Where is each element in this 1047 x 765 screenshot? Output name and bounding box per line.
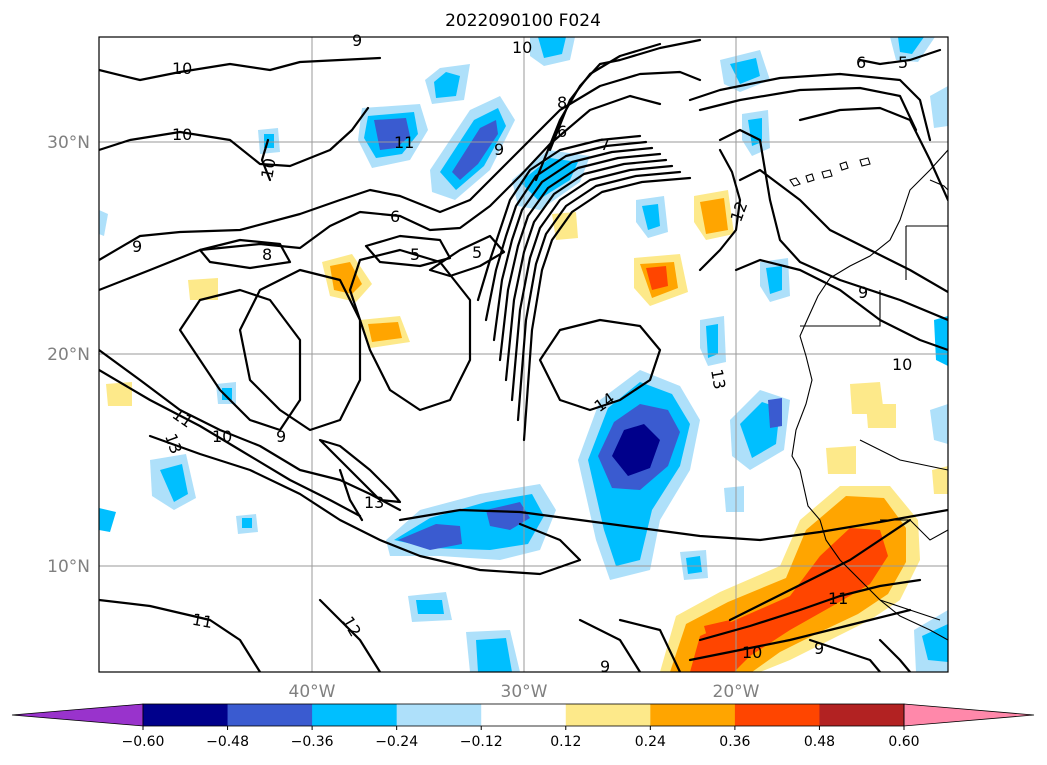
colorbar-tick-label: 0.48 [804, 734, 835, 750]
contour-label: 6 [557, 122, 567, 141]
lat-label: 20°N [47, 345, 90, 365]
contour-label: 8 [557, 93, 567, 112]
contour-label: 11 [394, 133, 414, 152]
contour-label: 9 [600, 657, 610, 676]
contour-label: 10 [742, 643, 762, 662]
colorbar-segment [481, 704, 567, 726]
colorbar-frame [142, 703, 905, 727]
colorbar-segment [227, 704, 313, 726]
lat-label: 10°N [47, 557, 90, 577]
negative-anomaly-blob-4 [578, 370, 700, 580]
contour-label: 8 [262, 245, 272, 264]
colorbar-segment [819, 704, 905, 726]
colorbar-tick-label: −0.60 [122, 734, 165, 750]
contour-label: 9 [276, 427, 286, 446]
latitude-labels: 30°N 20°N 10°N [47, 133, 90, 577]
contour-label: 9 [494, 140, 504, 159]
contour-lines [99, 38, 948, 672]
colorbar-segment [312, 704, 398, 726]
contour-label: 9 [132, 237, 142, 256]
colorbar-tick-label: 0.36 [719, 734, 750, 750]
lat-label: 30°N [47, 133, 90, 153]
contour-label: 5 [472, 243, 482, 262]
contour-label: 10 [212, 427, 232, 446]
colorbar-tick-label: −0.24 [375, 734, 418, 750]
colorbar-tick-label: 0.60 [888, 734, 919, 750]
contour-label: 9 [814, 639, 824, 658]
contour-label: 10 [172, 125, 192, 144]
colorbar-segment [734, 704, 820, 726]
longitude-labels: 40°W 30°W 20°W [289, 682, 760, 702]
lon-label: 40°W [289, 682, 336, 702]
coastline [789, 149, 948, 641]
map-gridlines [99, 37, 948, 672]
contour-label: 9 [352, 31, 362, 50]
contour-label: 10 [512, 38, 532, 57]
map-panel [98, 36, 949, 673]
contour-label: 9 [858, 283, 868, 302]
colorbar-extend-low [11, 703, 144, 727]
contour-label: 5 [410, 245, 420, 264]
contour-label: 5 [898, 53, 908, 72]
colorbar-segment [565, 704, 651, 726]
colorbar-segment [143, 704, 229, 726]
contour-label: 10 [172, 59, 192, 78]
contour-label: 13 [364, 493, 384, 512]
colorbar: −0.60 −0.48 −0.36 −0.24 −0.12 0.12 0.24 0.36 0.4… [11, 703, 1035, 750]
negative-anomaly-blob-5 [386, 484, 556, 560]
contour-label: 6 [856, 53, 866, 72]
negative-anomaly-blob-2 [430, 96, 515, 200]
contour-label: 13 [707, 367, 729, 390]
map-frame [98, 36, 949, 673]
contour-label: 7 [600, 135, 610, 154]
contour-label: 10 [892, 355, 912, 374]
contour-label: 6 [390, 207, 400, 226]
shaded-anomaly-fields [99, 37, 948, 672]
contour-label: 10 [257, 157, 279, 180]
colorbar-tick-label: −0.48 [206, 734, 249, 750]
colorbar-tick-label: −0.36 [291, 734, 334, 750]
negative-anomaly-blob-1 [358, 104, 428, 168]
colorbar-segment [396, 704, 482, 726]
colorbar-tick-label: 0.12 [550, 734, 581, 750]
colorbar-extend-high [903, 703, 1035, 727]
contour-label: 11 [191, 610, 214, 632]
negative-anomaly-small-blobs [99, 37, 948, 672]
contour-label: 11 [828, 589, 848, 608]
lon-label: 20°W [713, 682, 760, 702]
lon-label: 30°W [501, 682, 548, 702]
figure-title: 2022090100 F024 [445, 11, 601, 31]
positive-anomaly-blobs [106, 190, 948, 672]
colorbar-segment [650, 704, 736, 726]
colorbar-tick-label: 0.24 [635, 734, 666, 750]
colorbar-tick-label: −0.12 [460, 734, 503, 750]
